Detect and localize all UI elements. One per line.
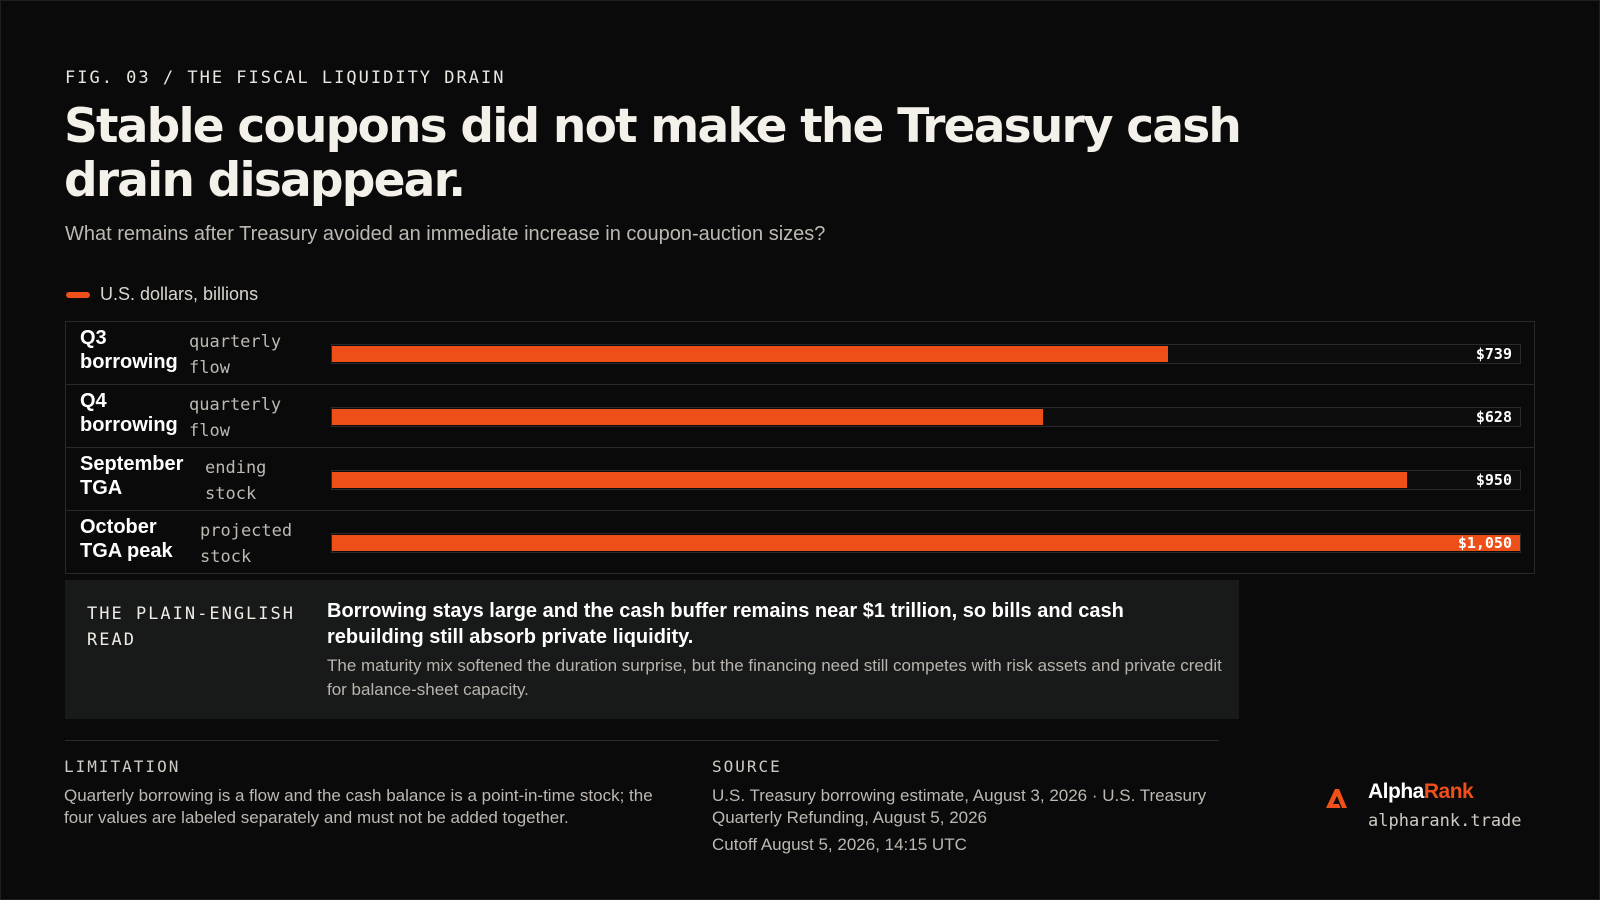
brand-name-rank: Rank	[1423, 780, 1474, 803]
bar	[332, 472, 1407, 488]
bar-track: $739	[331, 344, 1521, 364]
bar-value-label: $1,050	[1457, 534, 1512, 552]
cutoff-text: Cutoff August 5, 2026, 14:15 UTC	[712, 835, 967, 854]
limitation-text: Quarterly borrowing is a flow and the ca…	[64, 786, 653, 827]
alpharank-logo-icon	[1326, 789, 1347, 808]
bar-value-label: $739	[1475, 345, 1512, 363]
bar-track: $628	[331, 407, 1521, 427]
bar-row: Q3 borrowing quarterly flow $739	[66, 322, 1534, 385]
legend-label: U.S. dollars, billions	[100, 284, 259, 304]
category-kind-label: projected stock	[200, 521, 293, 567]
bar-track: $1,050	[331, 533, 1521, 553]
bar	[332, 535, 1520, 551]
source-label: SOURCE	[712, 757, 782, 776]
brand-url: alpharank.trade	[1368, 811, 1522, 831]
bar-chart: Q3 borrowing quarterly flow $739 Q4 borrowi…	[65, 321, 1535, 574]
bar-value-label: $950	[1475, 471, 1512, 489]
figure-eyebrow: FIG. 03 / THE FISCAL LIQUIDITY DRAIN	[65, 68, 506, 88]
source-text: U.S. Treasury borrowing estimate, August…	[712, 786, 1207, 827]
bar-track: $950	[331, 470, 1521, 490]
category-kind-label: quarterly flow	[189, 332, 282, 378]
brand-name: AlphaRank	[1368, 780, 1474, 804]
category-kind-label: ending stock	[205, 458, 267, 504]
brand-name-alpha: Alpha	[1368, 780, 1424, 803]
bar	[332, 346, 1168, 362]
read-kicker: THE PLAIN-ENGLISH READ	[87, 604, 295, 650]
plain-english-read-panel: THE PLAIN-ENGLISH READ Borrowing stays l…	[65, 580, 1239, 719]
chart-title: Stable coupons did not make the Treasury…	[64, 99, 1242, 208]
limitation-label: LIMITATION	[64, 757, 181, 776]
category-label: October TGA peak	[80, 516, 173, 562]
legend-swatch	[66, 291, 90, 298]
bar	[332, 409, 1043, 425]
chart-subtitle: What remains after Treasury avoided an i…	[65, 223, 826, 245]
bar-row: October TGA peak projected stock $1,050	[66, 511, 1534, 574]
category-label: Q3 borrowing	[80, 327, 178, 373]
bar-row: September TGA ending stock $950	[66, 448, 1534, 511]
read-body: The maturity mix softened the duration s…	[327, 656, 1222, 699]
category-label: Q4 borrowing	[80, 390, 178, 436]
bar-value-label: $628	[1475, 408, 1512, 426]
bar-row: Q4 borrowing quarterly flow $628	[66, 385, 1534, 448]
category-label: September TGA	[80, 453, 184, 499]
read-headline: Borrowing stays large and the cash buffe…	[327, 600, 1124, 648]
footer-divider	[65, 740, 1219, 741]
legend: U.S. dollars, billions	[66, 284, 258, 305]
category-kind-label: quarterly flow	[189, 395, 282, 441]
